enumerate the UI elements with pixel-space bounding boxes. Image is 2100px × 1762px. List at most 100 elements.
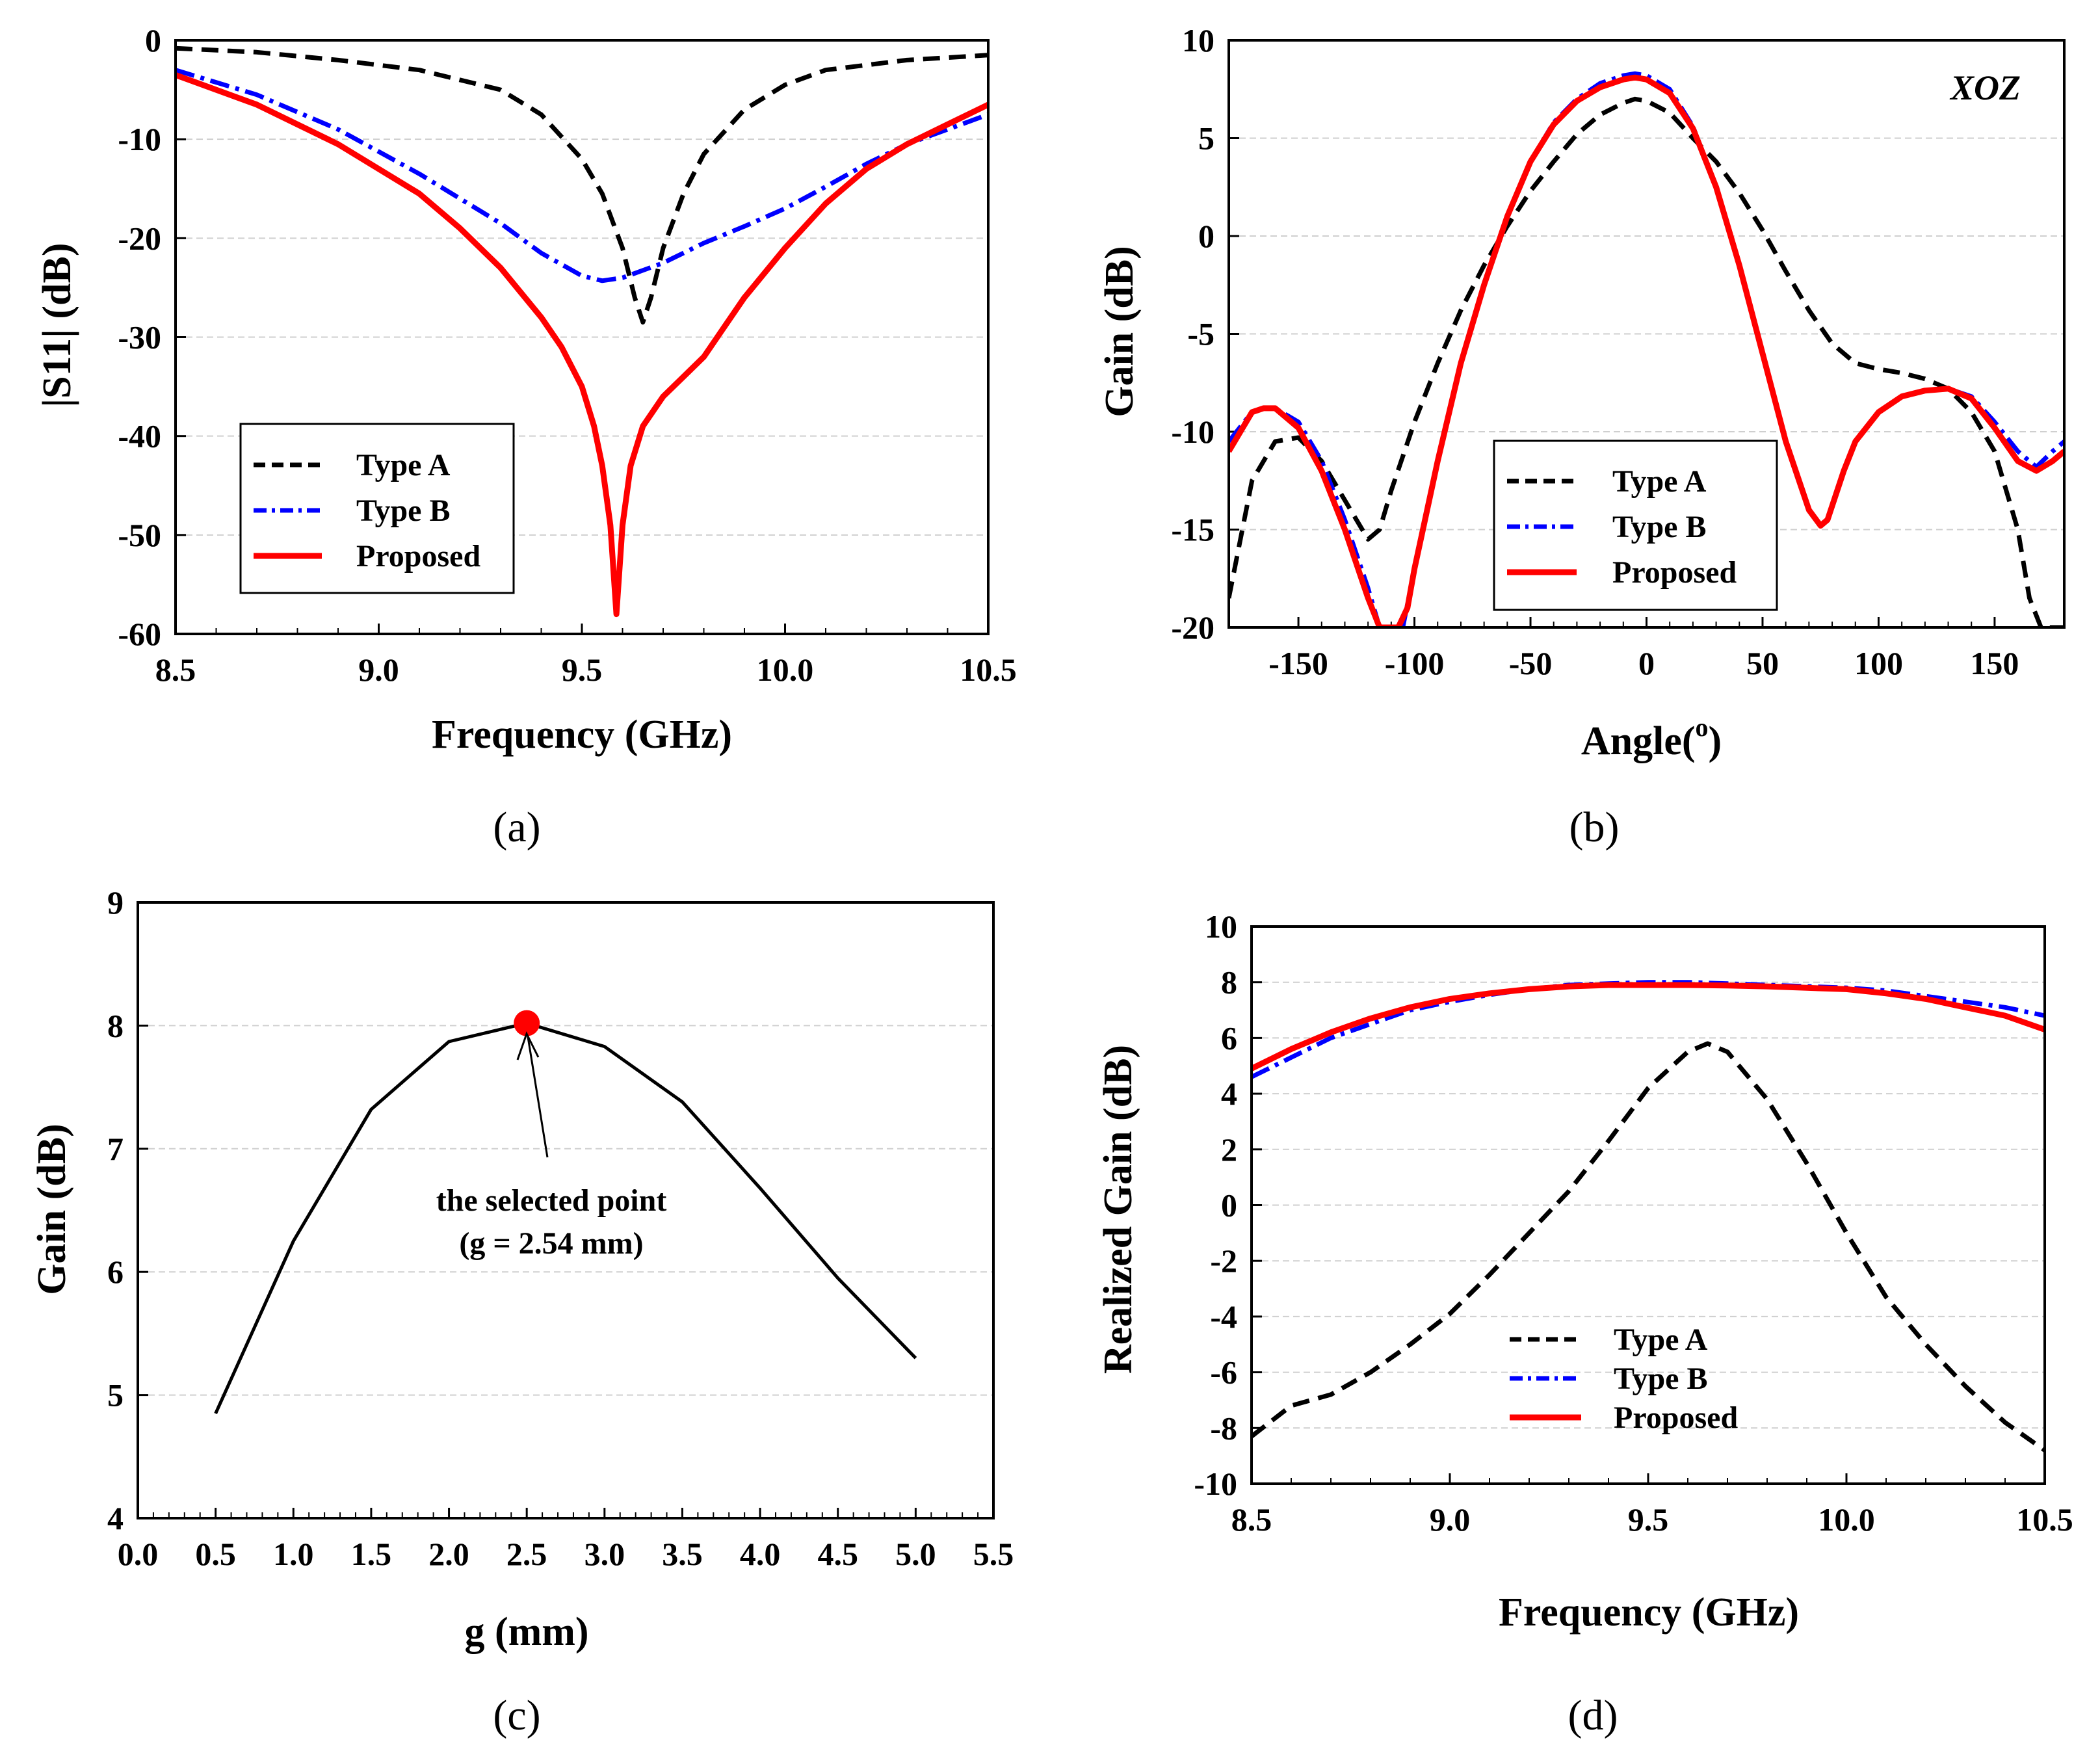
panel-c-series-gain	[214, 1021, 917, 1415]
panel-a-y-tick-label-4: -40	[118, 418, 161, 454]
panel-c-arrow-head	[516, 1031, 540, 1060]
panel-c-y-tick-labels: 9 8 7 6 5 4	[107, 884, 124, 1536]
panel-d-x-tick-label-4: 10.5	[2016, 1501, 2073, 1538]
panel-b-series	[1229, 71, 2064, 627]
panel-a-legend-label-type-a: Type A	[356, 448, 451, 482]
panel-a-y-tick-labels: 0 -10 -20 -30 -40 -50 -60	[118, 22, 161, 652]
panel-b-y-tick-label-0: 10	[1182, 22, 1214, 59]
panel-a-y-tick-label-6: -60	[118, 616, 161, 652]
panel-d-y-tick-label-10: -10	[1194, 1466, 1237, 1502]
panel-c-x-tick-label-2: 1.0	[273, 1536, 314, 1572]
panel-c-x-tick-label-9: 4.5	[817, 1536, 858, 1572]
panel-c-x-tick-label-8: 4.0	[740, 1536, 781, 1572]
panel-a-y-tick-label-5: -50	[118, 517, 161, 553]
panel-a-x-axis-title: Frequency (GHz)	[432, 713, 732, 757]
panel-d-legend-label-proposed: Proposed	[1614, 1400, 1738, 1435]
panel-d-y-tick-label-7: -4	[1210, 1298, 1237, 1335]
panel-d-legend-label-type-a: Type A	[1614, 1322, 1708, 1357]
panel-b-y-tick-label-6: -20	[1171, 609, 1214, 646]
panel-a-y-tick-label-2: -20	[118, 220, 161, 256]
panel-b-y-tick-labels: 10 5 0 -5 -10 -15 -20	[1171, 22, 1214, 646]
panel-c-y-tick-label-1: 8	[107, 1007, 124, 1044]
panel-d-y-tick-label-4: 2	[1221, 1131, 1237, 1168]
panel-a-x-tick-label-4: 10.5	[960, 651, 1017, 688]
panel-a-x-tick-label-3: 10.0	[757, 651, 814, 688]
panel-c-plot-frame	[137, 901, 995, 1519]
panel-c-x-tick-label-4: 2.0	[428, 1536, 469, 1572]
panel-b-x-axis-title-close: )	[1709, 719, 1722, 763]
panel-b-legend: Type A Type B Proposed	[1493, 440, 1778, 611]
panel-a-x-tick-label-1: 9.0	[358, 651, 399, 688]
panel-b-x-tick-label-5: 100	[1854, 645, 1903, 681]
panel-b-x-axis-title-degree: o	[1696, 713, 1709, 742]
panel-a-y-tick-label-1: -10	[118, 121, 161, 157]
panel-c-y-tick-label-0: 9	[107, 884, 124, 921]
panel-b-x-tick-label-2: -50	[1509, 645, 1553, 681]
panel-a-series-proposed	[176, 72, 988, 618]
panel-a-series	[176, 46, 988, 618]
panel-c-x-tick-label-6: 3.0	[584, 1536, 625, 1572]
panel-c-series	[214, 1021, 917, 1415]
panel-c-x-tick-label-1: 0.5	[195, 1536, 236, 1572]
panel-c-x-tick-label-10: 5.0	[895, 1536, 936, 1572]
panel-d-y-axis-title: Realized Gain (dB)	[1096, 1045, 1140, 1374]
panel-c-x-tick-labels: 0.0 0.5 1.0 1.5 2.0 2.5 3.0 3.5 4.0 4.5 5.0 5.5	[118, 1536, 1014, 1572]
panel-d-x-axis-title: Frequency (GHz)	[1499, 1590, 1799, 1635]
panel-b-legend-label-type-a: Type A	[1612, 464, 1707, 499]
panel-a-label: (a)	[493, 804, 540, 851]
panel-c-x-tick-label-0: 0.0	[118, 1536, 159, 1572]
panel-c-y-tick-label-5: 4	[107, 1500, 124, 1536]
panel-c-selected-point-marker	[514, 1010, 540, 1036]
panel-b-label: (b)	[1569, 804, 1620, 851]
panel-c-label: (c)	[493, 1692, 540, 1739]
panel-d-y-tick-label-1: 8	[1221, 964, 1237, 1001]
panel-b-x-axis-title: Angle(o)	[1581, 713, 1722, 763]
panel-c-x-axis-title: g (mm)	[464, 1610, 588, 1654]
panel-a-series-type-a	[176, 46, 988, 325]
panel-d-y-tick-label-9: -8	[1210, 1410, 1237, 1446]
panel-d: 10 8 6 4 2 0 -2 -4 -6 -8 -10 8.5 9.0 9.5 10.0 10.5 Typ…	[1096, 908, 2073, 1739]
panel-b-y-tick-label-4: -10	[1171, 414, 1214, 450]
panel-d-series-type-a	[1252, 1041, 2045, 1453]
panel-b-x-axis-title-main: Angle(	[1581, 719, 1696, 763]
panel-d-plot-frame	[1250, 925, 2046, 1485]
panel-d-y-tick-label-3: 4	[1221, 1075, 1237, 1112]
panel-b-plot-frame	[1227, 39, 2066, 629]
panel-b-y-axis-title: Gain (dB)	[1097, 246, 1142, 417]
panel-d-legend: Type A Type B Proposed	[1510, 1322, 1738, 1435]
panel-b-y-tick-label-5: -15	[1171, 512, 1214, 548]
panel-c-annotation-line-2: (g = 2.54 mm)	[459, 1226, 643, 1261]
panel-b-x-tick-label-0: -150	[1268, 645, 1328, 681]
panel-a-series-type-b	[176, 68, 988, 283]
panel-b-y-tick-label-2: 0	[1198, 218, 1214, 254]
panel-b-plane-annotation: XOZ	[1949, 68, 2021, 107]
panel-d-y-tick-label-6: -2	[1210, 1243, 1237, 1279]
panel-a-y-axis-title: |S11| (dB)	[35, 243, 79, 408]
panel-b-series-type-a	[1229, 96, 2064, 627]
panel-c-y-axis-title: Gain (dB)	[30, 1124, 74, 1295]
panel-b-x-tick-label-4: 50	[1746, 645, 1779, 681]
panel-d-series	[1252, 980, 2045, 1453]
panel-a-y-tick-label-3: -30	[118, 319, 161, 356]
panel-a-y-tick-label-0: 0	[145, 22, 161, 59]
panel-d-series-proposed	[1252, 982, 2045, 1072]
panel-b-x-tick-label-1: -100	[1385, 645, 1445, 681]
panel-a-plot-frame	[174, 39, 990, 635]
panel-b-x-tick-labels: -150 -100 -50 0 50 100 150	[1268, 645, 2019, 681]
panel-b-x-tick-label-6: 150	[1970, 645, 2019, 681]
panel-b-y-tick-label-1: 5	[1198, 120, 1214, 157]
panel-b-series-proposed	[1229, 74, 2064, 627]
panel-d-label: (d)	[1568, 1692, 1618, 1739]
panel-c-x-tick-label-3: 1.5	[351, 1536, 392, 1572]
panel-b-x-tick-label-3: 0	[1638, 645, 1655, 681]
panel-a-legend: Type A Type B Proposed	[239, 423, 515, 594]
panel-c-y-tick-label-2: 7	[107, 1131, 124, 1167]
panel-d-y-tick-label-5: 0	[1221, 1187, 1237, 1224]
panel-a-x-tick-label-2: 9.5	[562, 651, 603, 688]
panel-a-legend-label-type-b: Type B	[356, 493, 450, 528]
panel-b-legend-label-proposed: Proposed	[1612, 555, 1737, 590]
panel-d-x-tick-label-2: 9.5	[1628, 1501, 1669, 1538]
